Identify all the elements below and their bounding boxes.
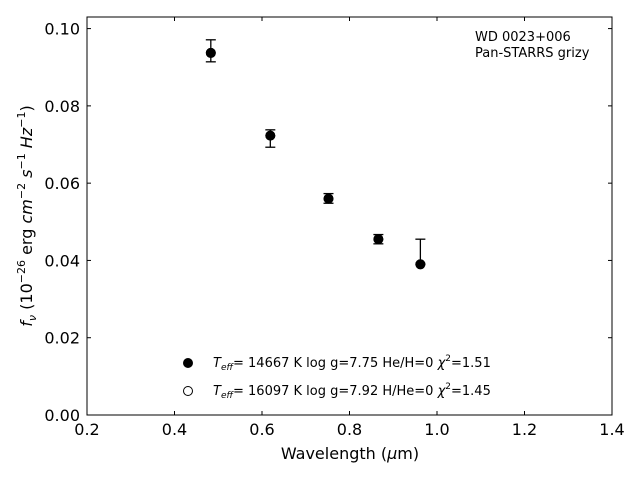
legend-marker-open	[183, 386, 193, 396]
y-tick-label: 0.02	[44, 329, 80, 348]
filled-model-point	[265, 130, 276, 141]
filled-model-point	[415, 259, 426, 270]
legend: Teff= 14667 K log g=7.75 He/H=0 χ2=1.51 …	[183, 354, 491, 401]
annotation-line-1: WD 0023+006	[475, 30, 571, 45]
axis-ticks: 0.2 0.4 0.6 0.8 1.0 1.2 1.4 0.00 0.02 0.04 0.06 0.0…	[44, 17, 625, 439]
legend-marker-filled	[183, 358, 193, 368]
legend-label-1: Teff= 14667 K log g=7.75 He/H=0 χ2=1.51	[213, 354, 491, 373]
filled-model-point	[323, 193, 334, 204]
legend-label-2: Teff= 16097 K log g=7.92 H/He=0 χ2=1.45	[213, 382, 491, 401]
plot-marks	[205, 39, 426, 270]
y-tick-label: 0.06	[44, 174, 80, 193]
x-tick-label: 0.2	[74, 420, 99, 439]
filled-model-point	[373, 234, 384, 245]
y-tick-label: 0.00	[44, 406, 80, 425]
x-tick-label: 1.2	[512, 420, 537, 439]
x-axis-label: Wavelength (μm)	[281, 444, 419, 463]
annotation-line-2: Pan-STARRS grizy	[475, 46, 590, 61]
x-tick-label: 0.4	[162, 420, 187, 439]
x-tick-label: 0.8	[337, 420, 362, 439]
filled-model-point	[205, 47, 216, 58]
x-tick-label: 0.6	[249, 420, 274, 439]
y-axis-label: fν (10−26 erg cm−2 s−1 Hz−1)	[15, 105, 39, 326]
x-tick-label: 1.4	[599, 420, 624, 439]
y-tick-label: 0.04	[44, 251, 80, 270]
x-tick-label: 1.0	[424, 420, 449, 439]
y-tick-label: 0.10	[44, 20, 80, 39]
y-tick-label: 0.08	[44, 97, 80, 116]
